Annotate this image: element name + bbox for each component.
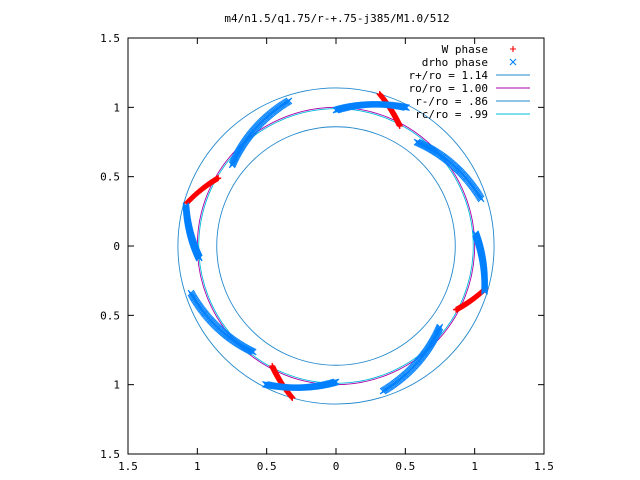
drho-phase-point: [187, 289, 195, 297]
y-tick-label: 1: [113, 101, 120, 114]
w-phase-point: [510, 46, 516, 52]
y-tick-label: 0.5: [100, 171, 120, 184]
radius-circle: [177, 87, 495, 405]
w-phase-point: [269, 362, 276, 369]
axis-ticks: 1.5 1 0.5 0 0.5 1 1.51.510.500.511.5: [100, 32, 554, 473]
drho-phase-point: [509, 58, 517, 66]
drho-phase-point: [264, 381, 271, 389]
drho-phase-point: [481, 285, 489, 293]
drho-phase-point: [481, 286, 488, 294]
x-tick-label: 1.5: [118, 460, 138, 473]
legend-label: ro/ro = 1.00: [409, 82, 488, 95]
drho-phase-point: [402, 104, 409, 111]
x-tick-label: 0.5: [257, 460, 277, 473]
x-tick-label: 1: [471, 460, 478, 473]
drho-phase-point: [477, 195, 485, 203]
legend-label: r+/ro = 1.14: [409, 69, 489, 82]
drho-phase-point: [262, 380, 269, 388]
data-points: [182, 46, 517, 401]
w-phase-point: [396, 123, 403, 130]
drho-phase-point: [182, 202, 190, 210]
legend-label: drho phase: [422, 56, 488, 69]
drho-phase-point: [403, 104, 410, 112]
legend-label: W phase: [442, 43, 488, 56]
w-phase-point: [452, 306, 459, 313]
x-tick-label: 0: [333, 460, 340, 473]
drho-phase-point: [263, 381, 270, 388]
legend-label: rc/ro = .99: [415, 108, 488, 121]
y-tick-label: 1.5: [100, 32, 120, 45]
w-phase-point: [215, 175, 222, 182]
drho-phase-point: [481, 287, 488, 294]
legend-label: r-/ro = .86: [415, 95, 488, 108]
y-tick-label: 1: [113, 379, 120, 392]
drho-phase-point: [401, 103, 408, 111]
y-tick-label: 0.5: [100, 309, 120, 322]
drho-phase-point: [481, 288, 488, 295]
drho-phase-point: [285, 97, 293, 105]
x-tick-label: 0.5: [395, 460, 415, 473]
x-tick-label: 1: [194, 460, 201, 473]
y-tick-label: 0: [113, 240, 120, 253]
chart-title: m4/n1.5/q1.75/r-+.75-j385/M1.0/512: [224, 12, 449, 25]
radius-circle: [216, 126, 456, 366]
y-tick-label: 1.5: [100, 448, 120, 461]
drho-phase-point: [379, 387, 387, 395]
x-tick-label: 1.5: [534, 460, 554, 473]
